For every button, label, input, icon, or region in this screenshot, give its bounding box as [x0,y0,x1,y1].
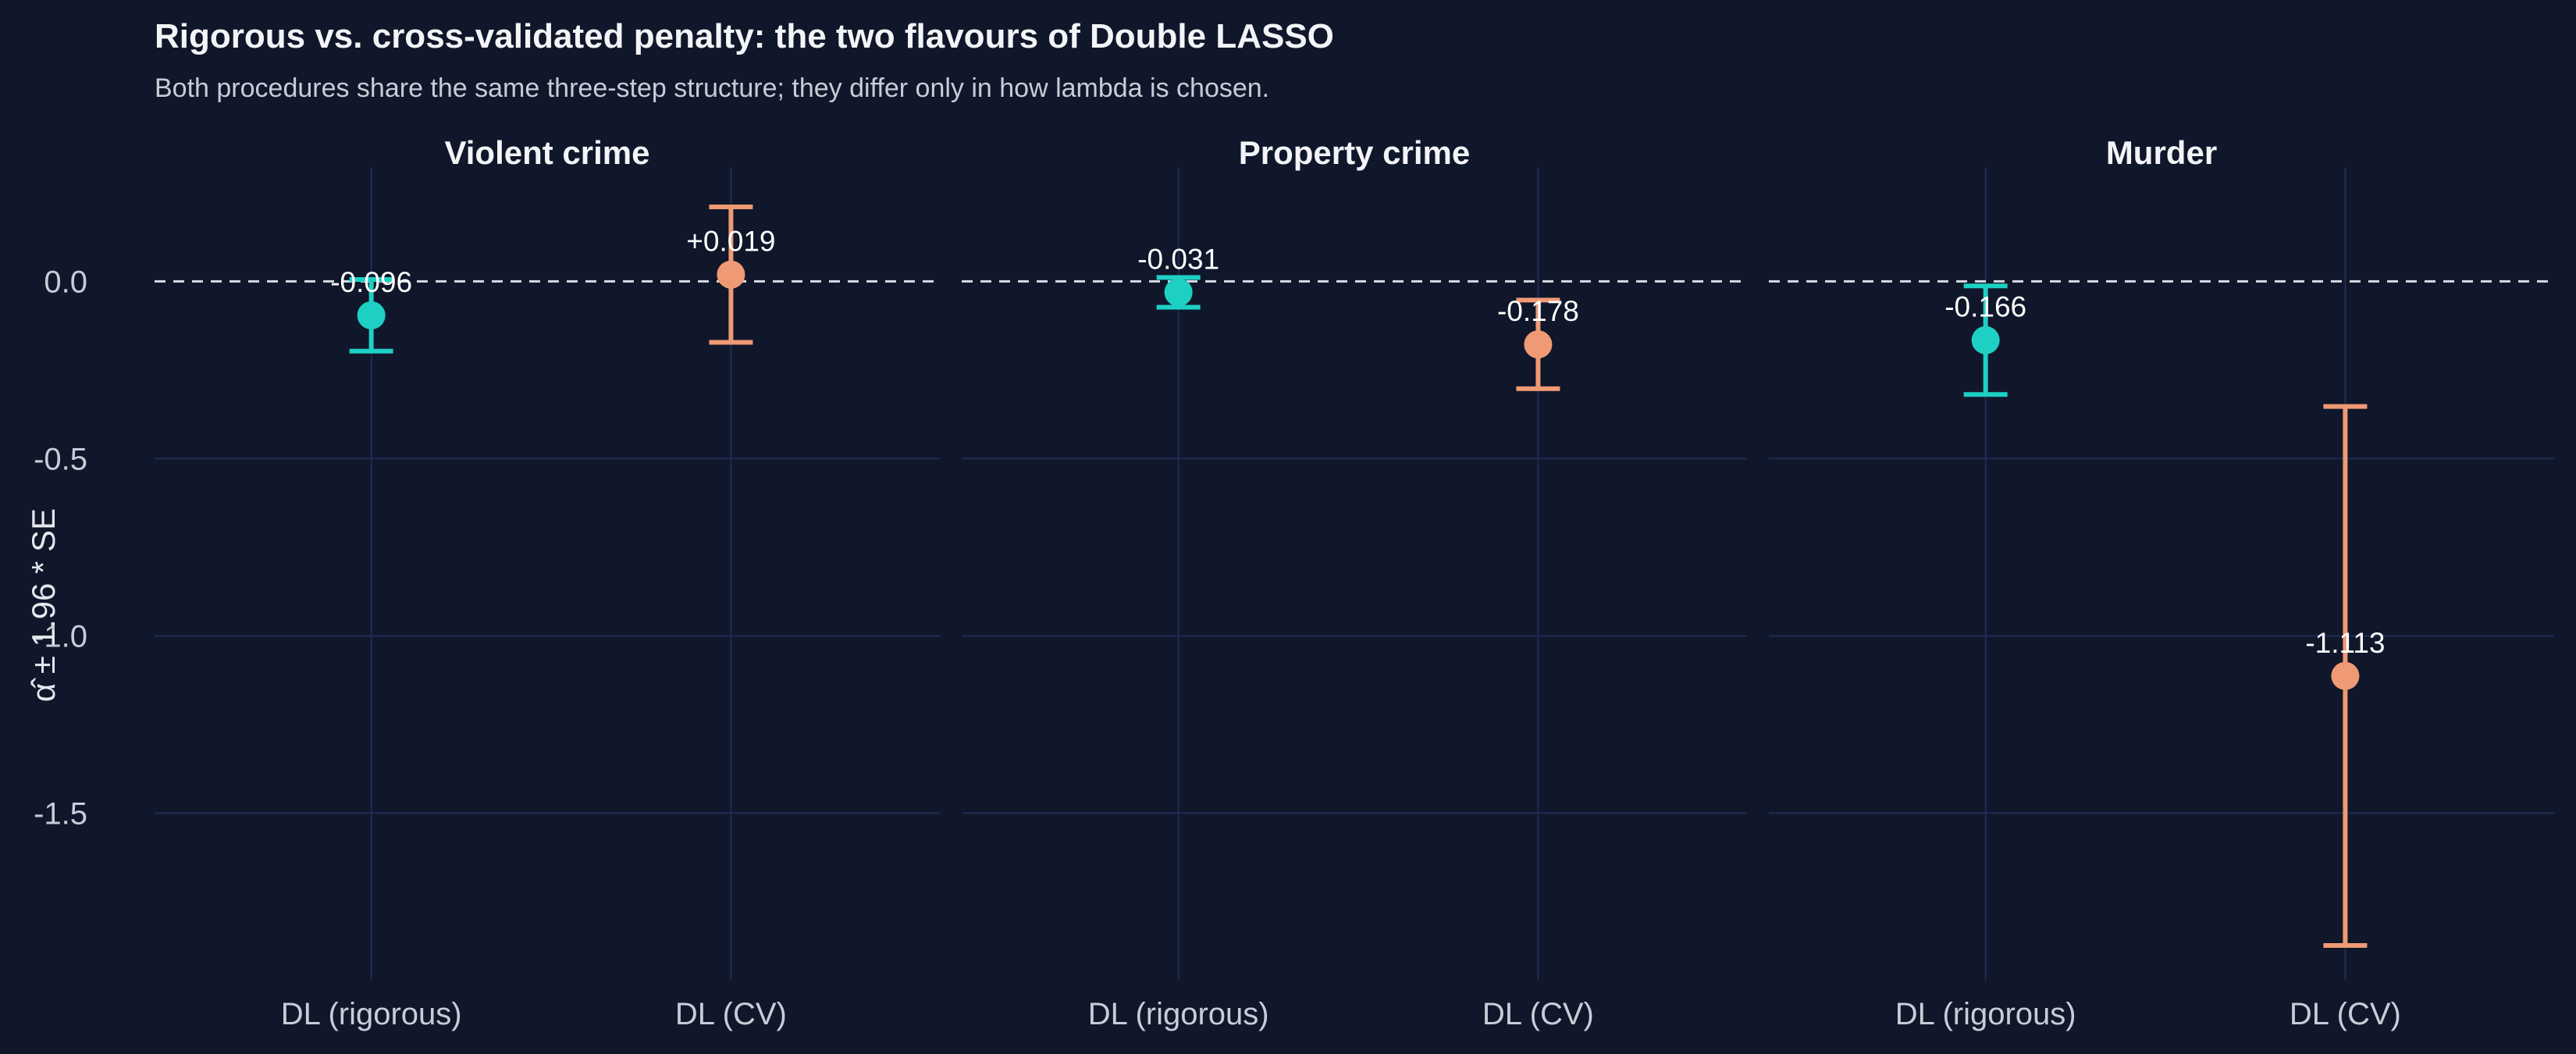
x-tick-label: DL (rigorous) [281,997,462,1031]
data-label: -0.178 [1497,295,1579,327]
data-label: -0.096 [330,266,412,298]
facet-title: Murder [2106,134,2217,171]
chart-title: Rigorous vs. cross-validated penalty: th… [155,17,1334,55]
point-estimate [2331,661,2360,690]
data-label: +0.019 [686,226,775,258]
x-tick-label: DL (CV) [1482,997,1594,1031]
point-estimate [1164,278,1193,307]
y-axis-title: α̂ ± 1.96 * SE [25,508,62,702]
point-estimate [717,260,745,289]
x-tick-label: DL (CV) [675,997,787,1031]
y-tick-label: 0.0 [44,265,87,299]
data-label: -1.113 [2305,627,2385,659]
x-tick-label: DL (rigorous) [1895,997,2076,1031]
y-tick-label: -0.5 [34,442,87,476]
chart-subtitle: Both procedures share the same three-ste… [155,73,1270,103]
x-tick-label: DL (rigorous) [1088,997,1269,1031]
point-estimate [1971,326,2000,354]
facet-title: Violent crime [445,134,650,171]
point-estimate [357,301,386,329]
y-tick-label: -1.0 [34,619,87,653]
data-label: -0.166 [1944,291,2026,323]
x-tick-label: DL (CV) [2290,997,2401,1031]
point-estimate [1524,330,1553,359]
facet-title: Property crime [1239,134,1470,171]
y-tick-label: -1.5 [34,797,87,831]
data-label: -0.031 [1137,243,1219,275]
